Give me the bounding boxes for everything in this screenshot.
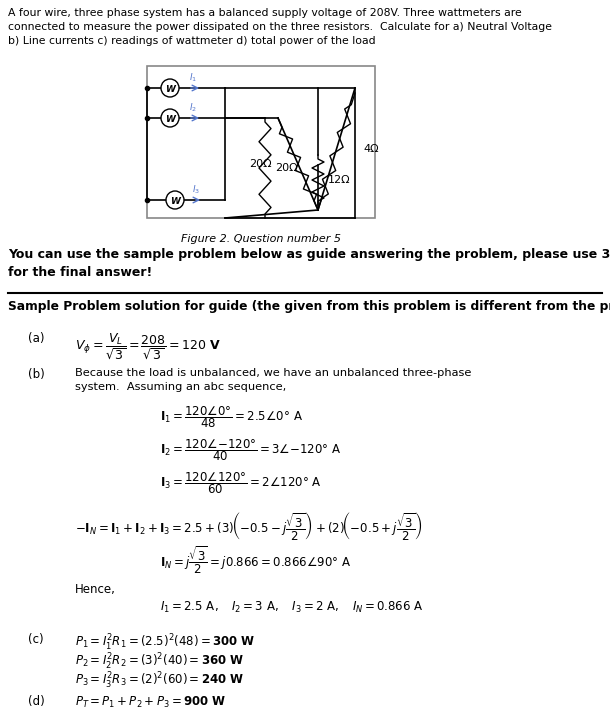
Text: 4Ω: 4Ω bbox=[363, 144, 379, 154]
Bar bbox=[147, 66, 375, 218]
Text: $P_3 = I_3^2 R_3 = (2)^2(60) = \mathbf{240\ W}$: $P_3 = I_3^2 R_3 = (2)^2(60) = \mathbf{2… bbox=[75, 671, 244, 691]
Circle shape bbox=[161, 109, 179, 127]
Text: $I_1$: $I_1$ bbox=[189, 71, 197, 84]
Circle shape bbox=[161, 79, 179, 97]
Text: Figure 2. Question number 5: Figure 2. Question number 5 bbox=[181, 234, 341, 244]
Text: Because the load is unbalanced, we have an unbalanced three-phase
system.  Assum: Because the load is unbalanced, we have … bbox=[75, 368, 472, 392]
Text: (a): (a) bbox=[28, 332, 45, 345]
Text: $I_3$: $I_3$ bbox=[192, 183, 200, 196]
Text: $\mathbf{I}_2 = \dfrac{120\angle{-120°}}{40} = 3\angle{-120°}\ \mathrm{A}$: $\mathbf{I}_2 = \dfrac{120\angle{-120°}}… bbox=[160, 437, 342, 463]
Text: $\mathbf{I}_N = j\dfrac{\sqrt{3}}{2} = j0.866 = 0.866\angle 90°\ \mathrm{A}$: $\mathbf{I}_N = j\dfrac{\sqrt{3}}{2} = j… bbox=[160, 545, 351, 577]
Text: A four wire, three phase system has a balanced supply voltage of 208V. Three wat: A four wire, three phase system has a ba… bbox=[8, 8, 552, 46]
Text: $I_2$: $I_2$ bbox=[189, 101, 197, 114]
Text: W: W bbox=[170, 197, 180, 205]
Text: $P_2 = I_2^2 R_2 = (3)^2(40) = \mathbf{360\ W}$: $P_2 = I_2^2 R_2 = (3)^2(40) = \mathbf{3… bbox=[75, 652, 244, 672]
Text: Hence,: Hence, bbox=[75, 583, 116, 596]
Text: (d): (d) bbox=[28, 695, 45, 708]
Text: $P_1 = I_1^2 R_1 = (2.5)^2(48) = \mathbf{300\ W}$: $P_1 = I_1^2 R_1 = (2.5)^2(48) = \mathbf… bbox=[75, 633, 255, 653]
Text: $I_1 = 2.5\ \mathrm{A},\quad I_2 = 3\ \mathrm{A},\quad I_3 = 2\ \mathrm{A},\quad: $I_1 = 2.5\ \mathrm{A},\quad I_2 = 3\ \m… bbox=[160, 600, 423, 615]
Text: $\mathbf{I}_1 = \dfrac{120\angle 0°}{48} = 2.5\angle 0°\ \mathrm{A}$: $\mathbf{I}_1 = \dfrac{120\angle 0°}{48}… bbox=[160, 404, 303, 430]
Text: W: W bbox=[165, 114, 175, 124]
Text: W: W bbox=[165, 84, 175, 94]
Text: $\mathbf{I}_3 = \dfrac{120\angle 120°}{60} = 2\angle 120°\ \mathrm{A}$: $\mathbf{I}_3 = \dfrac{120\angle 120°}{6… bbox=[160, 470, 321, 495]
Text: $P_T = P_1 + P_2 + P_3 = \mathbf{900\ W}$: $P_T = P_1 + P_2 + P_3 = \mathbf{900\ W}… bbox=[75, 695, 226, 710]
Text: (c): (c) bbox=[28, 633, 44, 646]
Text: 20Ω: 20Ω bbox=[249, 159, 272, 169]
Text: (b): (b) bbox=[28, 368, 45, 381]
Text: $-\mathbf{I}_N = \mathbf{I}_1 + \mathbf{I}_2 + \mathbf{I}_3 = 2.5 + (3)\!\left(-: $-\mathbf{I}_N = \mathbf{I}_1 + \mathbf{… bbox=[75, 510, 423, 542]
Text: Sample Problem solution for guide (the given from this problem is different from: Sample Problem solution for guide (the g… bbox=[8, 300, 610, 313]
Circle shape bbox=[166, 191, 184, 209]
Text: 20Ω: 20Ω bbox=[275, 163, 298, 173]
Text: You can use the sample problem below as guide answering the problem, please use : You can use the sample problem below as … bbox=[8, 248, 610, 279]
Text: 12Ω: 12Ω bbox=[328, 175, 351, 185]
Text: $V_\phi = \dfrac{V_L}{\sqrt{3}} = \dfrac{208}{\sqrt{3}} = 120\ \mathbf{V}$: $V_\phi = \dfrac{V_L}{\sqrt{3}} = \dfrac… bbox=[75, 332, 221, 362]
